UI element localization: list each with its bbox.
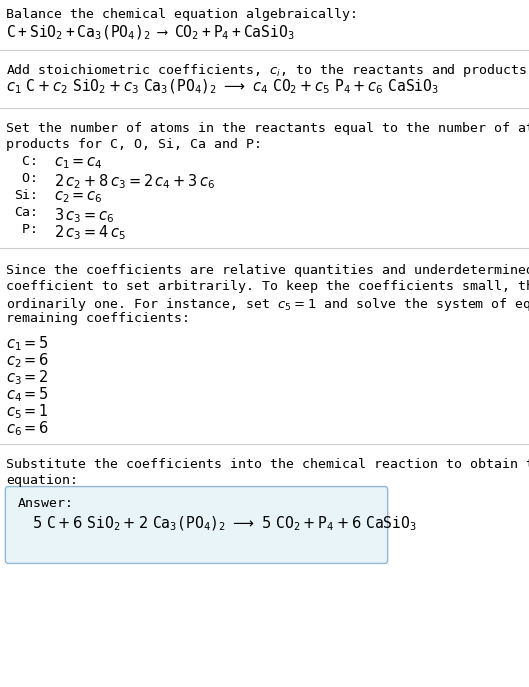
Text: C:: C: — [14, 155, 38, 168]
Text: equation:: equation: — [6, 474, 78, 487]
Text: Set the number of atoms in the reactants equal to the number of atoms in the: Set the number of atoms in the reactants… — [6, 122, 529, 135]
Text: $5\ \mathtt{C} + 6\ \mathtt{SiO_2} + 2\ \mathtt{Ca_3(PO_4)_2}\ \longrightarrow \: $5\ \mathtt{C} + 6\ \mathtt{SiO_2} + 2\ … — [32, 515, 417, 533]
Text: $c_1\ \mathtt{C} + c_2\ \mathtt{SiO_2} + c_3\ \mathtt{Ca_3(PO_4)_2}\ \longrighta: $c_1\ \mathtt{C} + c_2\ \mathtt{SiO_2} +… — [6, 78, 439, 96]
Text: remaining coefficients:: remaining coefficients: — [6, 312, 190, 325]
Text: $c_6 = 6$: $c_6 = 6$ — [6, 419, 49, 438]
Text: Substitute the coefficients into the chemical reaction to obtain the balanced: Substitute the coefficients into the che… — [6, 458, 529, 471]
Text: $c_1 = 5$: $c_1 = 5$ — [6, 334, 49, 352]
Text: $2\,c_3 = 4\,c_5$: $2\,c_3 = 4\,c_5$ — [54, 223, 126, 242]
Text: coefficient to set arbitrarily. To keep the coefficients small, the arbitrary va: coefficient to set arbitrarily. To keep … — [6, 280, 529, 293]
Text: Balance the chemical equation algebraically:: Balance the chemical equation algebraica… — [6, 8, 358, 21]
Text: $c_2 = c_6$: $c_2 = c_6$ — [54, 189, 103, 205]
Text: $2\,c_2 + 8\,c_3 = 2\,c_4 + 3\,c_6$: $2\,c_2 + 8\,c_3 = 2\,c_4 + 3\,c_6$ — [54, 172, 215, 191]
Text: Ca:: Ca: — [14, 206, 38, 219]
Text: $c_1 = c_4$: $c_1 = c_4$ — [54, 155, 103, 170]
Text: $c_4 = 5$: $c_4 = 5$ — [6, 385, 49, 404]
Text: Si:: Si: — [14, 189, 38, 202]
Text: $c_2 = 6$: $c_2 = 6$ — [6, 351, 49, 370]
Text: Since the coefficients are relative quantities and underdetermined, choose a: Since the coefficients are relative quan… — [6, 264, 529, 277]
Text: Add stoichiometric coefficients, $c_i$, to the reactants and products:: Add stoichiometric coefficients, $c_i$, … — [6, 62, 529, 79]
FancyBboxPatch shape — [5, 486, 388, 563]
Text: $c_3 = 2$: $c_3 = 2$ — [6, 368, 49, 387]
Text: Answer:: Answer: — [18, 497, 74, 510]
Text: $3\,c_3 = c_6$: $3\,c_3 = c_6$ — [54, 206, 115, 225]
Text: O:: O: — [14, 172, 38, 185]
Text: $c_5 = 1$: $c_5 = 1$ — [6, 402, 49, 420]
Text: ordinarily one. For instance, set $c_5 = 1$ and solve the system of equations fo: ordinarily one. For instance, set $c_5 =… — [6, 296, 529, 313]
Text: products for C, O, Si, Ca and P:: products for C, O, Si, Ca and P: — [6, 138, 262, 151]
Text: P:: P: — [14, 223, 38, 236]
Text: $\mathtt{C + SiO_2 + Ca_3(PO_4)_2 \ \longrightarrow \ CO_2 + P_4 + CaSiO_3}$: $\mathtt{C + SiO_2 + Ca_3(PO_4)_2 \ \lon… — [6, 24, 295, 43]
